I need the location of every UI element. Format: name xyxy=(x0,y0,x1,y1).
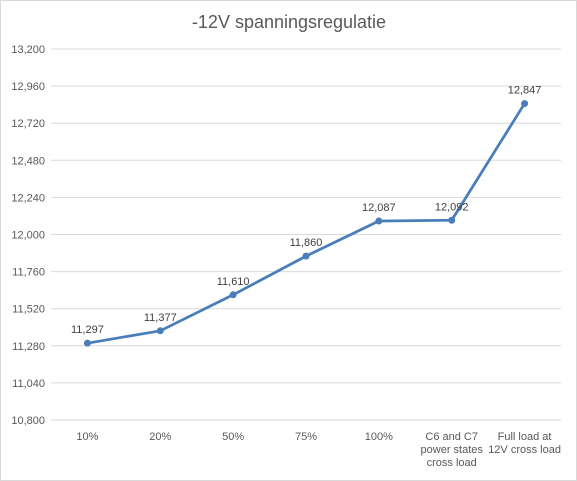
x-tick-label: Full load at 12V cross load xyxy=(488,431,561,456)
y-tick-label: 11,040 xyxy=(12,378,45,390)
chart-title: -12V spanningsregulatie xyxy=(192,12,386,32)
y-tick-label: 13,200 xyxy=(11,44,45,56)
data-point xyxy=(448,216,456,224)
data-points xyxy=(83,100,529,347)
data-label: 12,087 xyxy=(362,202,396,214)
data-point xyxy=(229,291,237,299)
data-point xyxy=(302,252,310,260)
data-label: 12,092 xyxy=(435,201,469,213)
x-tick-label: 10% xyxy=(76,431,98,443)
x-axis-ticks: 10% 20% 50% 75% 100% C6 and C7 power states cro… xyxy=(76,431,561,469)
y-axis-ticks: 10,800 11,040 11,280 11,520 11,760 12,000 12,2… xyxy=(11,44,45,427)
data-label: 12,847 xyxy=(508,85,542,97)
x-tick-label: C6 and C7 power states cross load xyxy=(421,431,484,469)
y-tick-label: 10,800 xyxy=(11,415,45,427)
y-tick-label: 11,760 xyxy=(12,267,45,279)
x-tick-label: 100% xyxy=(365,431,393,443)
data-label: 11,377 xyxy=(144,312,177,324)
data-point xyxy=(375,217,383,225)
y-tick-label: 11,280 xyxy=(12,341,45,353)
y-tick-label: 12,240 xyxy=(11,192,45,204)
x-tick-label: 20% xyxy=(149,431,171,443)
data-label: 11,297 xyxy=(71,324,104,336)
data-point xyxy=(521,100,529,108)
series-line xyxy=(86,102,526,345)
y-tick-label: 12,960 xyxy=(11,81,45,93)
data-point xyxy=(156,327,164,335)
data-point xyxy=(83,339,91,347)
data-label: 11,860 xyxy=(290,237,323,249)
y-tick-label: 12,000 xyxy=(11,230,45,242)
x-tick-label: 50% xyxy=(222,431,244,443)
y-tick-label: 12,720 xyxy=(11,118,45,130)
data-labels: 11,297 11,377 11,610 11,860 12,087 12,092 12,8… xyxy=(71,85,541,337)
y-tick-label: 11,520 xyxy=(12,304,45,316)
data-label: 11,610 xyxy=(217,276,250,288)
gridlines xyxy=(51,48,561,421)
x-tick-label: 75% xyxy=(295,431,317,443)
y-tick-label: 12,480 xyxy=(11,155,45,167)
